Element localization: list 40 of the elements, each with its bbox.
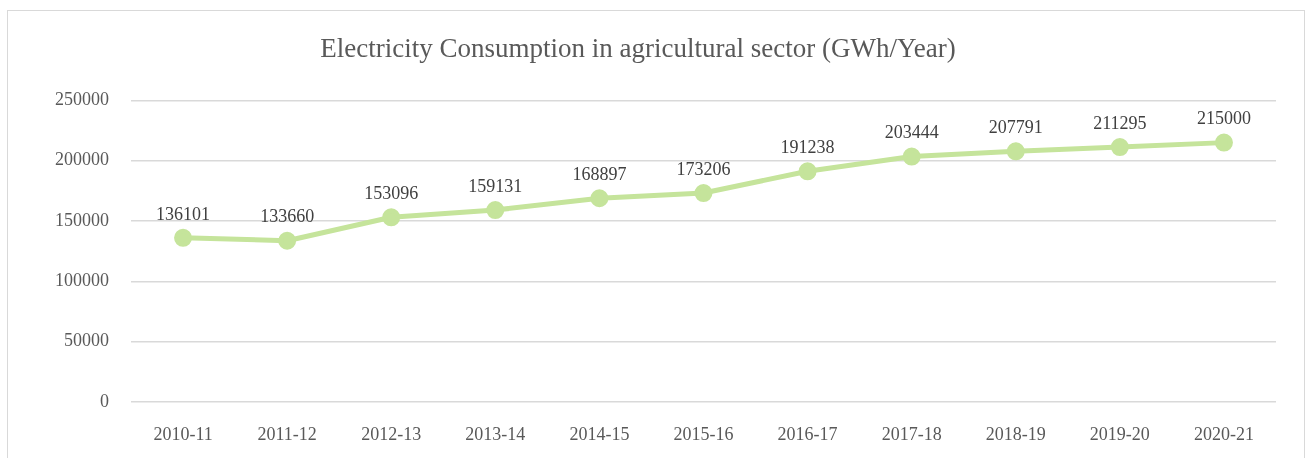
data-label: 211295 bbox=[1093, 112, 1147, 133]
y-tick-label: 50000 bbox=[64, 330, 109, 351]
point bbox=[174, 228, 193, 247]
x-tick-label: 2013-14 bbox=[465, 423, 526, 444]
x-tick-label: 2014-15 bbox=[569, 423, 630, 444]
data-label: 136101 bbox=[156, 203, 211, 224]
x-tick-label: 2010-11 bbox=[153, 423, 213, 444]
x-tick-label: 2012-13 bbox=[361, 423, 422, 444]
point bbox=[590, 189, 609, 208]
x-tick-label: 2016-17 bbox=[777, 423, 838, 444]
point bbox=[694, 184, 713, 203]
point bbox=[1214, 133, 1233, 152]
point bbox=[1110, 138, 1129, 157]
x-tick-label: 2015-16 bbox=[673, 423, 734, 444]
y-tick-label: 150000 bbox=[55, 209, 109, 230]
data-label: 159131 bbox=[468, 175, 523, 196]
point bbox=[798, 162, 817, 181]
y-tick-label: 250000 bbox=[55, 89, 109, 110]
data-label: 133660 bbox=[260, 206, 315, 227]
x-tick-label: 2017-18 bbox=[881, 423, 942, 444]
y-tick-label: 100000 bbox=[55, 270, 109, 291]
x-tick-label: 2018-19 bbox=[985, 423, 1046, 444]
y-tick-label: 0 bbox=[100, 390, 109, 411]
data-label: 168897 bbox=[572, 163, 627, 184]
x-tick-label: 2019-20 bbox=[1089, 423, 1150, 444]
data-label: 191238 bbox=[780, 137, 835, 158]
data-label: 173206 bbox=[676, 158, 731, 179]
point bbox=[382, 208, 401, 227]
x-tick-label: 2011-12 bbox=[257, 423, 317, 444]
point bbox=[486, 201, 505, 220]
point bbox=[278, 231, 297, 250]
data-label: 215000 bbox=[1196, 108, 1251, 129]
point bbox=[1006, 142, 1025, 161]
point bbox=[902, 147, 921, 166]
y-tick-label: 200000 bbox=[55, 149, 109, 170]
data-label: 203444 bbox=[884, 122, 939, 143]
x-tick-label: 2020-21 bbox=[1193, 423, 1254, 444]
chart-title: Electricity Consumption in agricultural sector (GWh/Year) bbox=[320, 33, 956, 64]
data-label: 153096 bbox=[364, 183, 419, 204]
data-label: 207791 bbox=[988, 117, 1043, 138]
